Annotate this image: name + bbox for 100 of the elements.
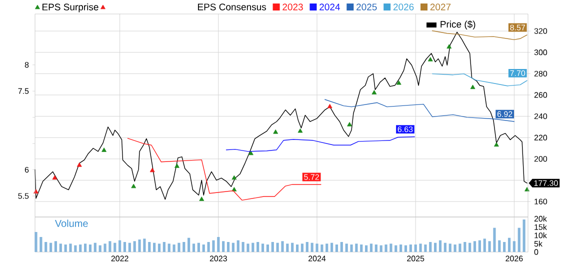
point: [150, 168, 155, 172]
bar: [320, 244, 324, 252]
line-series: [324, 99, 515, 122]
bar: [261, 244, 264, 252]
bar: [182, 242, 186, 252]
bar: [108, 241, 112, 252]
y-tick-label: 8: [24, 62, 29, 68]
bar: [236, 240, 240, 252]
bar: [69, 244, 72, 252]
legend-label: 2025: [356, 4, 377, 10]
y2-tick-label: 220: [534, 134, 548, 140]
bar: [438, 240, 442, 252]
point: [372, 90, 377, 94]
bar: [217, 236, 220, 252]
y2-tick-label: 280: [534, 70, 548, 76]
bar: [153, 242, 156, 252]
bar: [291, 242, 294, 252]
bar: [300, 244, 304, 252]
bar: [188, 238, 190, 252]
bar: [464, 242, 466, 252]
y-tick-label: 15k: [534, 224, 547, 230]
bar: [84, 244, 87, 252]
bar: [286, 244, 289, 252]
bar: [281, 241, 284, 252]
bar: [429, 242, 432, 252]
bar: [64, 244, 67, 252]
bar: [246, 244, 250, 252]
point: [470, 84, 476, 90]
point: [248, 150, 254, 156]
x-tick-label: 2025: [407, 256, 424, 262]
bar: [458, 244, 462, 252]
bar: [454, 244, 456, 252]
point: [428, 57, 433, 62]
bar: [266, 244, 269, 252]
bar: [394, 245, 398, 252]
bar: [168, 244, 170, 252]
bar: [104, 244, 106, 252]
bar: [316, 244, 318, 252]
bar: [370, 244, 373, 252]
bar: [148, 242, 151, 252]
bar: [390, 244, 392, 252]
legend-title: EPS Consensus: [198, 4, 266, 10]
bar: [133, 241, 136, 252]
bar: [522, 219, 526, 252]
point: [174, 164, 180, 168]
bar: [123, 242, 126, 252]
bar: [276, 242, 279, 252]
legend-label: 2026: [393, 4, 414, 10]
bar: [232, 242, 234, 252]
bar: [488, 241, 491, 252]
bar: [409, 244, 412, 252]
data-label: 177.30: [534, 180, 558, 186]
bar: [345, 244, 348, 252]
y-tick-label: 10k: [534, 232, 547, 238]
bar: [207, 242, 210, 252]
data-label: 6.63: [398, 126, 413, 132]
y-tick-label: 5k: [534, 240, 542, 247]
y-tick-label: 6: [24, 166, 29, 173]
point: [76, 162, 82, 167]
line-series: [432, 30, 528, 40]
bar: [350, 244, 353, 252]
bar: [138, 239, 141, 252]
point: [199, 196, 204, 201]
data-label: 6.92: [497, 111, 512, 117]
point: [494, 142, 499, 147]
bar: [380, 245, 382, 252]
legend-label: 2027: [430, 4, 451, 10]
y-tick-label: 5.5: [18, 193, 29, 199]
bar: [419, 244, 422, 252]
bar: [172, 244, 176, 252]
bar: [330, 242, 334, 252]
bar: [44, 242, 48, 252]
x-tick-label: 2022: [111, 256, 128, 262]
data-label: 8.57: [510, 24, 526, 30]
bar: [192, 244, 196, 252]
x-tick-label: 2023: [210, 256, 227, 262]
point: [298, 128, 303, 133]
y-tick-label: 0: [534, 249, 538, 255]
line-series: [127, 138, 322, 201]
bar: [118, 240, 122, 252]
bar: [434, 242, 437, 252]
y2-tick-label: 300: [534, 50, 548, 56]
bar: [74, 245, 77, 252]
bar: [226, 242, 230, 252]
bar: [473, 241, 476, 252]
bar: [162, 242, 166, 252]
y-tick-label: 7.5: [18, 88, 29, 94]
bar: [498, 240, 501, 252]
point: [131, 184, 136, 188]
bar: [306, 242, 308, 252]
bar: [518, 228, 520, 252]
bar: [34, 232, 38, 252]
point: [396, 80, 402, 85]
point: [232, 175, 237, 180]
bar: [478, 240, 481, 252]
y2-tick-label: 200: [534, 156, 548, 162]
bar: [400, 244, 402, 252]
bar: [242, 242, 244, 252]
data-label: 5.72: [304, 174, 319, 180]
bar: [114, 242, 116, 252]
